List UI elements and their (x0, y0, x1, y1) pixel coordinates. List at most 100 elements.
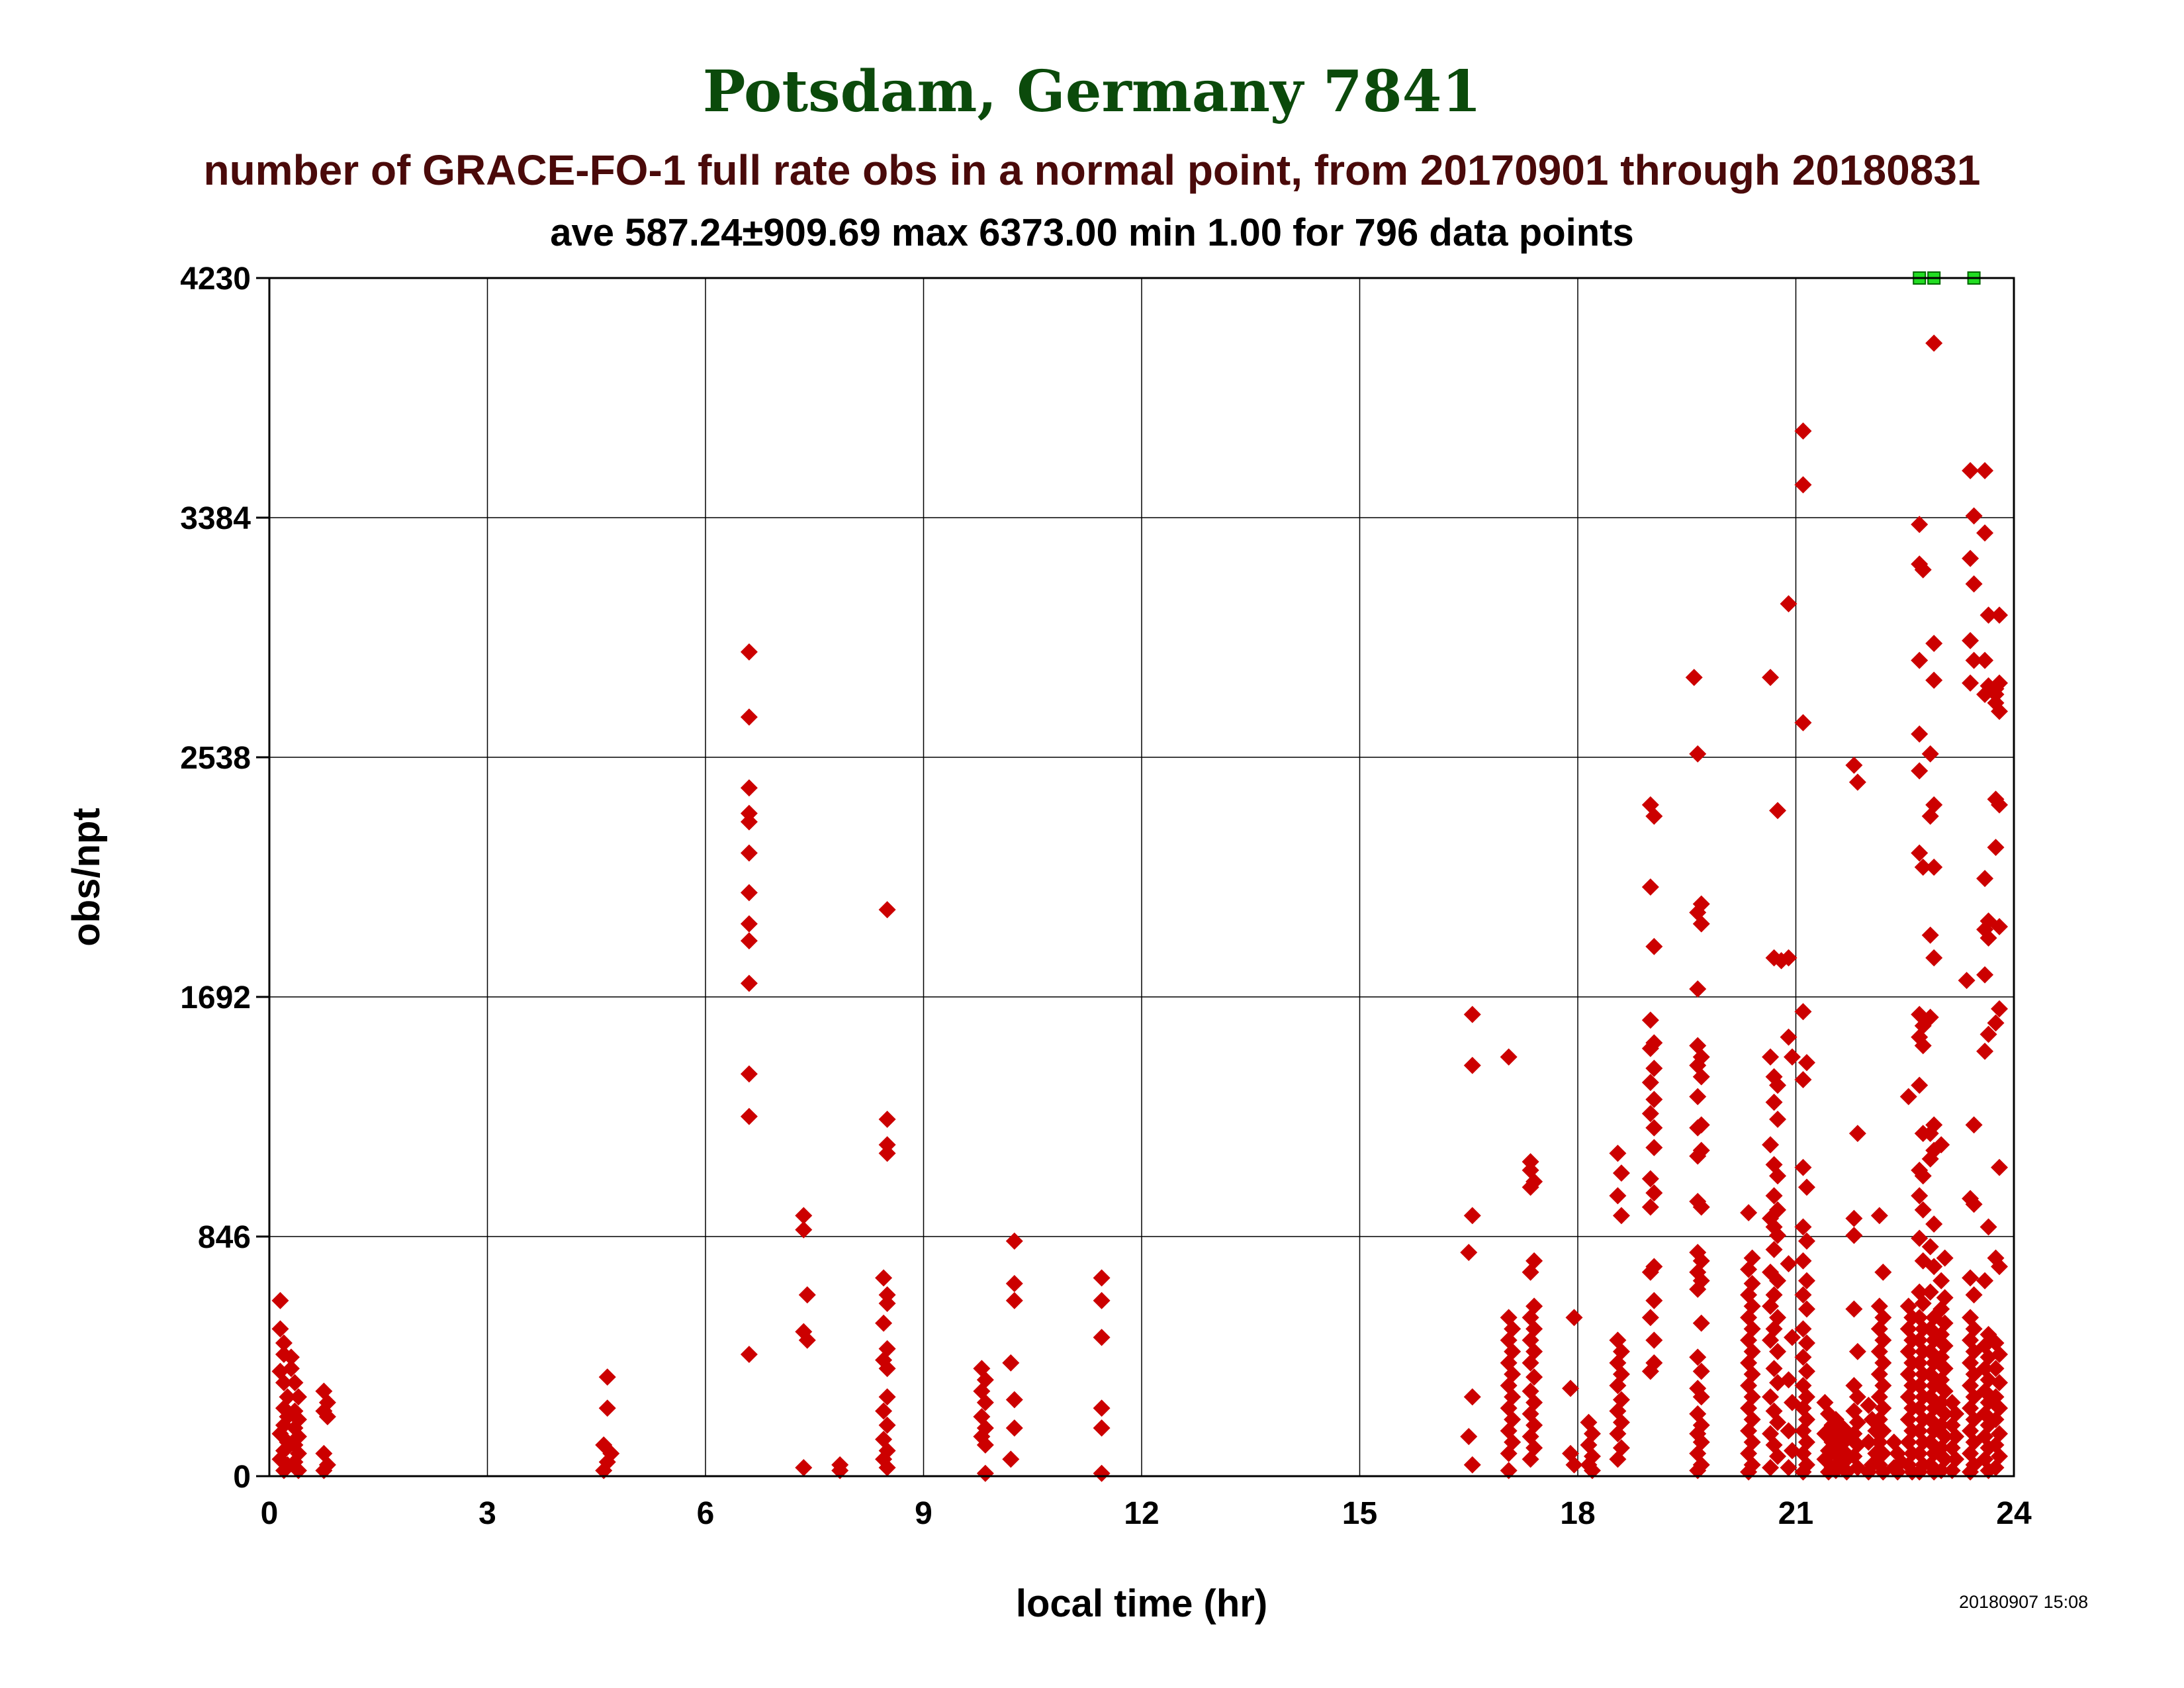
data-point (1991, 674, 2009, 692)
data-point (1797, 1232, 1815, 1250)
data-point (1845, 1300, 1863, 1318)
data-point (1093, 1399, 1111, 1417)
data-point (598, 1368, 616, 1386)
data-point (1991, 1374, 2009, 1391)
data-point (1965, 575, 1983, 593)
data-point (1641, 1011, 1659, 1029)
data-point (1845, 756, 1863, 774)
data-point (1093, 1291, 1111, 1309)
data-point (1769, 1076, 1787, 1094)
data-point (1914, 561, 1932, 579)
data-point (976, 1393, 994, 1411)
data-point (1641, 1362, 1659, 1380)
data-point (1925, 634, 1943, 652)
data-point (1780, 949, 1797, 966)
data-point (1641, 1263, 1659, 1281)
data-point (1460, 1243, 1478, 1261)
data-point (1522, 1354, 1539, 1372)
data-point (1463, 1456, 1481, 1474)
data-point (1848, 773, 1866, 791)
data-point (1933, 1272, 1950, 1289)
data-point (598, 1399, 616, 1417)
data-point (1987, 1360, 2005, 1378)
data-point (740, 1065, 758, 1083)
data-point (1921, 1008, 1939, 1026)
data-point (1641, 1198, 1659, 1216)
data-point (1504, 1342, 1522, 1360)
data-point (1925, 859, 1943, 876)
data-point (1689, 1462, 1707, 1479)
data-point (1911, 844, 1929, 862)
data-point (1979, 1025, 1997, 1043)
data-point (1689, 1280, 1707, 1298)
data-point (1641, 1170, 1659, 1188)
data-point (1991, 796, 2009, 814)
data-point (1911, 516, 1929, 534)
data-point (1848, 1125, 1866, 1143)
data-point (740, 1107, 758, 1125)
data-point (1794, 1158, 1812, 1176)
x-tick-label: 12 (1124, 1496, 1159, 1531)
data-point (1762, 1331, 1780, 1349)
data-point (1794, 1320, 1812, 1338)
data-point (1612, 1342, 1630, 1360)
data-point (1991, 1000, 2009, 1017)
data-point (1979, 606, 1997, 624)
x-tick-label: 18 (1560, 1496, 1595, 1531)
data-point (1914, 859, 1932, 876)
data-point (1794, 1348, 1812, 1366)
chart-title: Potsdam, Germany 7841 (702, 58, 1482, 125)
data-point (1911, 762, 1929, 780)
data-point (1645, 1119, 1663, 1137)
data-point (1911, 651, 1929, 669)
data-point (1762, 1048, 1780, 1066)
data-point (1769, 1227, 1787, 1244)
data-point (1991, 1346, 2009, 1364)
data-point (1991, 1158, 2009, 1176)
data-point (1794, 1003, 1812, 1021)
x-tick-label: 6 (697, 1496, 715, 1531)
data-point (1765, 1187, 1783, 1205)
data-point (1780, 1028, 1797, 1046)
data-point (1522, 1178, 1539, 1196)
x-tick-label: 0 (261, 1496, 279, 1531)
data-point (1645, 1291, 1663, 1309)
data-point (1525, 1368, 1543, 1386)
data-point (1769, 1110, 1787, 1128)
data-point (1692, 1314, 1710, 1332)
data-point (1794, 1252, 1812, 1270)
y-tick-label: 3384 (180, 501, 251, 536)
x-tick-label: 15 (1342, 1496, 1377, 1531)
data-point (1685, 669, 1703, 686)
data-point (1692, 915, 1710, 933)
data-point (1463, 1056, 1481, 1074)
y-tick-label: 1692 (180, 980, 251, 1015)
data-point (1933, 1300, 1950, 1318)
data-point (1921, 1283, 1939, 1301)
data-point (1093, 1464, 1111, 1482)
data-point (798, 1331, 816, 1349)
data-point (878, 1459, 896, 1477)
data-point (1500, 1048, 1518, 1066)
data-point (1991, 606, 2009, 624)
data-point (1645, 1331, 1663, 1349)
data-point (1991, 917, 2009, 935)
data-point (1987, 839, 2005, 857)
data-point (1921, 1150, 1939, 1168)
data-point (1609, 1425, 1627, 1442)
data-point (1641, 1105, 1659, 1123)
data-point (875, 1402, 893, 1420)
data-point (1794, 422, 1812, 440)
data-point (1965, 507, 1983, 525)
data-point (1780, 1255, 1797, 1273)
data-point (1870, 1207, 1888, 1225)
data-point (1689, 1147, 1707, 1165)
data-point (1845, 1227, 1863, 1244)
data-point (1921, 1342, 1939, 1360)
data-point (1936, 1249, 1954, 1267)
data-point (740, 643, 758, 661)
data-point (878, 901, 896, 919)
data-point (1692, 1198, 1710, 1216)
data-point (1965, 651, 1983, 669)
data-point (1797, 1272, 1815, 1289)
